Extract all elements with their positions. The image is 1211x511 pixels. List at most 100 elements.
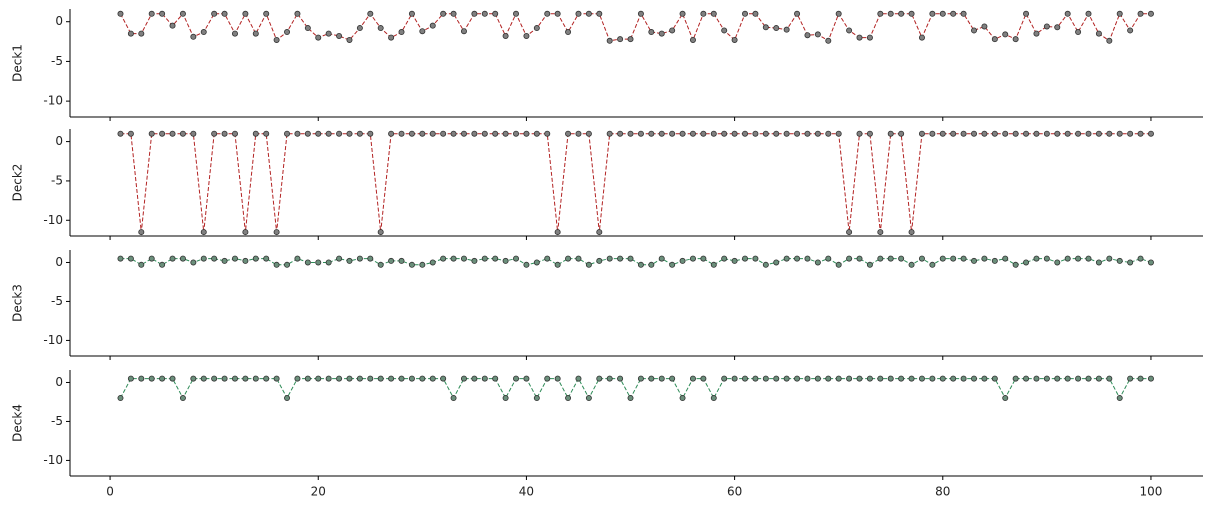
data-point bbox=[325, 30, 332, 37]
data-point bbox=[1012, 375, 1019, 382]
data-point bbox=[648, 375, 655, 382]
data-point bbox=[460, 130, 467, 137]
data-point bbox=[294, 130, 301, 137]
data-point bbox=[502, 395, 509, 402]
data-point bbox=[460, 375, 467, 382]
data-point bbox=[783, 255, 790, 262]
data-point bbox=[1137, 10, 1144, 17]
data-point bbox=[1127, 259, 1134, 266]
data-point bbox=[179, 10, 186, 17]
data-point bbox=[315, 375, 322, 382]
data-point bbox=[169, 22, 176, 29]
data-point bbox=[273, 261, 280, 268]
data-point bbox=[804, 375, 811, 382]
data-point bbox=[929, 130, 936, 137]
data-point bbox=[325, 259, 332, 266]
data-point bbox=[294, 10, 301, 17]
y-tick-label: -10 bbox=[43, 333, 63, 347]
data-point bbox=[294, 375, 301, 382]
data-point bbox=[648, 130, 655, 137]
data-point bbox=[856, 34, 863, 41]
data-point bbox=[1116, 395, 1123, 402]
data-point bbox=[179, 255, 186, 262]
data-point bbox=[866, 34, 873, 41]
data-point bbox=[211, 375, 218, 382]
data-point bbox=[200, 255, 207, 262]
data-point bbox=[544, 130, 551, 137]
x-tick-label: 40 bbox=[519, 485, 534, 499]
data-point bbox=[554, 229, 561, 236]
data-point bbox=[596, 10, 603, 17]
data-point bbox=[502, 33, 509, 40]
data-point bbox=[887, 10, 894, 17]
data-point bbox=[273, 36, 280, 43]
data-point bbox=[939, 375, 946, 382]
data-point bbox=[866, 130, 873, 137]
data-point bbox=[835, 261, 842, 268]
data-point bbox=[1106, 130, 1113, 137]
data-point bbox=[325, 375, 332, 382]
data-point bbox=[460, 255, 467, 262]
data-point bbox=[377, 261, 384, 268]
data-point bbox=[908, 229, 915, 236]
data-point bbox=[325, 130, 332, 137]
data-point bbox=[1054, 130, 1061, 137]
data-point bbox=[960, 10, 967, 17]
data-point bbox=[1147, 10, 1154, 17]
data-point bbox=[762, 130, 769, 137]
data-point bbox=[1147, 259, 1154, 266]
data-point bbox=[148, 255, 155, 262]
data-point bbox=[648, 29, 655, 36]
data-point bbox=[981, 23, 988, 30]
data-point bbox=[450, 130, 457, 137]
data-point bbox=[773, 130, 780, 137]
data-point bbox=[1116, 130, 1123, 137]
data-point bbox=[502, 257, 509, 264]
data-point bbox=[231, 375, 238, 382]
data-point bbox=[606, 130, 613, 137]
data-point bbox=[773, 259, 780, 266]
data-point bbox=[231, 255, 238, 262]
data-point bbox=[762, 261, 769, 268]
data-point bbox=[179, 130, 186, 137]
data-point bbox=[148, 130, 155, 137]
data-point bbox=[388, 375, 395, 382]
data-point bbox=[877, 255, 884, 262]
data-point bbox=[1033, 30, 1040, 37]
data-point bbox=[617, 375, 624, 382]
data-point bbox=[346, 36, 353, 43]
data-point bbox=[658, 130, 665, 137]
data-point bbox=[637, 10, 644, 17]
data-point bbox=[669, 375, 676, 382]
data-point bbox=[450, 255, 457, 262]
data-point bbox=[929, 10, 936, 17]
subplot: -10 -5 0 Deck1 bbox=[11, 9, 1203, 121]
data-point bbox=[929, 375, 936, 382]
data-point bbox=[669, 261, 676, 268]
data-point bbox=[221, 10, 228, 17]
data-point bbox=[315, 34, 322, 41]
data-point bbox=[814, 259, 821, 266]
data-point bbox=[408, 261, 415, 268]
data-point bbox=[752, 375, 759, 382]
data-point bbox=[450, 10, 457, 17]
data-point bbox=[315, 130, 322, 137]
data-point bbox=[356, 255, 363, 262]
data-point bbox=[127, 130, 134, 137]
data-point bbox=[1095, 259, 1102, 266]
data-point bbox=[898, 255, 905, 262]
data-point bbox=[617, 255, 624, 262]
data-point bbox=[856, 130, 863, 137]
data-point bbox=[284, 29, 291, 36]
data-point bbox=[825, 130, 832, 137]
data-point bbox=[991, 375, 998, 382]
data-point bbox=[450, 395, 457, 402]
data-point bbox=[658, 255, 665, 262]
y-tick-label: -5 bbox=[51, 54, 63, 68]
data-point bbox=[221, 257, 228, 264]
data-point bbox=[429, 375, 436, 382]
data-point bbox=[242, 229, 249, 236]
data-point bbox=[710, 130, 717, 137]
x-tick-label: 80 bbox=[935, 485, 950, 499]
data-point bbox=[1012, 261, 1019, 268]
